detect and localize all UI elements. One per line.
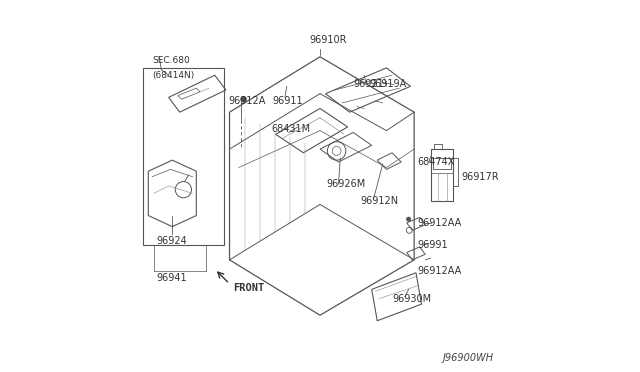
Text: 96941: 96941 xyxy=(157,273,188,283)
Text: 96912A: 96912A xyxy=(229,96,266,106)
Text: 68431M: 68431M xyxy=(271,124,310,134)
Text: 96910R: 96910R xyxy=(310,35,347,45)
Text: 96991: 96991 xyxy=(418,240,449,250)
Text: 96912AA: 96912AA xyxy=(418,266,462,276)
Text: 96911: 96911 xyxy=(272,96,303,106)
Text: 96930M: 96930M xyxy=(392,294,431,304)
Circle shape xyxy=(241,97,246,102)
Text: SEC.680: SEC.680 xyxy=(153,56,191,65)
Text: 96917R: 96917R xyxy=(461,172,499,182)
Text: 96912N: 96912N xyxy=(360,196,398,206)
Text: (68414N): (68414N) xyxy=(153,71,195,80)
Text: J96900WH: J96900WH xyxy=(442,353,493,363)
Text: 96912AA: 96912AA xyxy=(418,218,462,228)
Text: 68474X: 68474X xyxy=(417,157,454,167)
Text: FRONT: FRONT xyxy=(233,283,264,292)
Text: 96919A: 96919A xyxy=(370,80,407,89)
Text: 96921: 96921 xyxy=(353,80,384,89)
Circle shape xyxy=(407,217,410,221)
Text: 96926M: 96926M xyxy=(326,179,365,189)
Text: 96924: 96924 xyxy=(157,236,188,246)
